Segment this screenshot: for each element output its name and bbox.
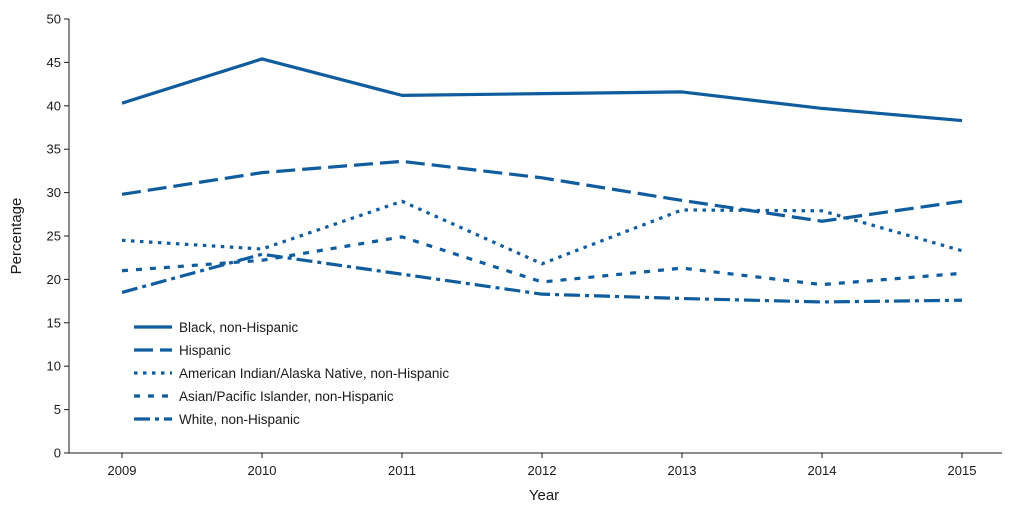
x-tick-label: 2009: [108, 463, 137, 478]
y-tick-label: 15: [47, 315, 61, 330]
x-axis-title: Year: [529, 487, 559, 504]
y-tick-label: 45: [47, 55, 61, 70]
y-tick-label: 25: [47, 229, 61, 244]
x-tick-label: 2015: [948, 463, 977, 478]
y-tick-label: 5: [54, 402, 61, 417]
y-tick-label: 40: [47, 98, 61, 113]
y-axis-title: Percentage: [8, 198, 25, 275]
legend-label: Asian/Pacific Islander, non-Hispanic: [179, 389, 394, 404]
y-tick-label: 20: [47, 272, 61, 287]
series-lines: [121, 57, 963, 304]
x-tick-label: 2010: [248, 463, 277, 478]
series-line-0: [121, 57, 963, 123]
y-tick-label: 35: [47, 142, 61, 157]
x-tick-label: 2012: [528, 463, 557, 478]
legend-label: American Indian/Alaska Native, non-Hispa…: [179, 366, 449, 381]
series-line-3: [121, 235, 963, 287]
legend-label: Black, non-Hispanic: [179, 320, 299, 335]
axes: [68, 19, 1002, 454]
series-line-1: [121, 159, 963, 223]
x-tick-label: 2011: [388, 463, 416, 478]
y-tick-label: 0: [54, 446, 61, 461]
y-tick-label: 30: [47, 185, 61, 200]
y-tick-label: 10: [47, 359, 61, 374]
legend: Black, non-Hispanic Hispanic American Indi…: [134, 320, 449, 427]
y-ticks: 0 5 10 15 20 25 30 35 40 45 50: [47, 12, 69, 461]
series-line-2: [121, 199, 963, 266]
y-tick-label: 50: [47, 12, 61, 27]
x-tick-label: 2013: [668, 463, 697, 478]
x-ticks: 2009 2010 2011 2012 2013 2014 2015: [108, 453, 977, 478]
x-tick-label: 2014: [808, 463, 837, 478]
legend-label: White, non-Hispanic: [179, 412, 300, 427]
legend-label: Hispanic: [179, 343, 231, 358]
